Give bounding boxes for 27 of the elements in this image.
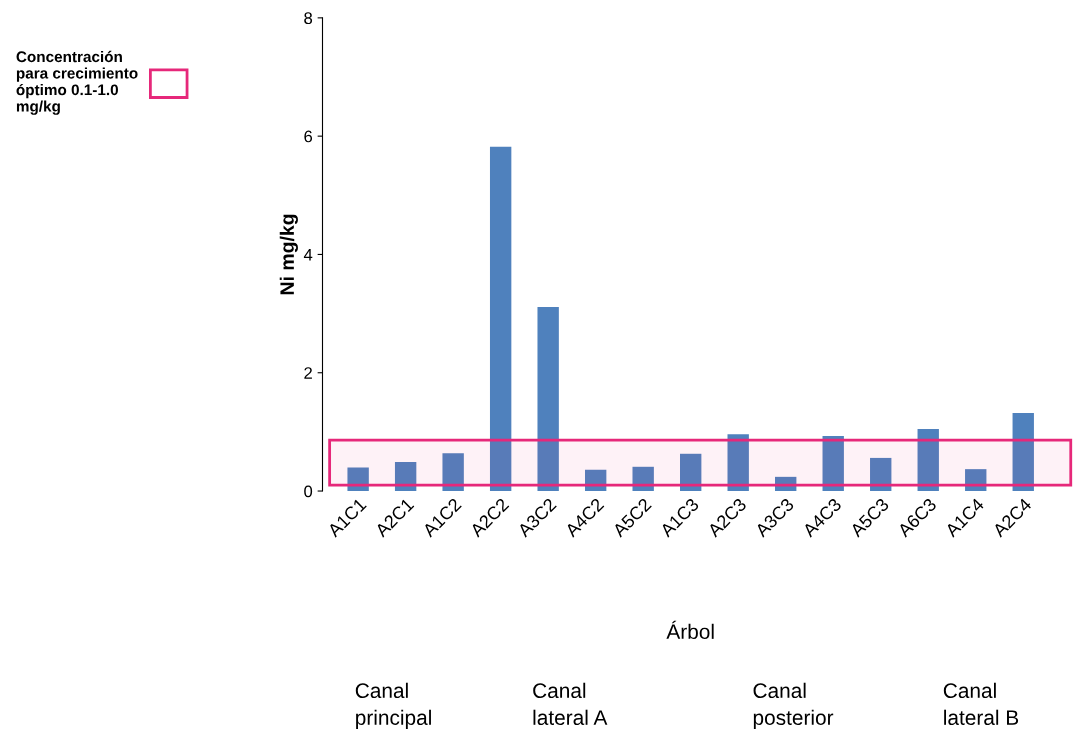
bar <box>727 434 749 492</box>
bar <box>775 476 797 492</box>
bar <box>965 469 987 492</box>
bar <box>347 467 369 492</box>
y-tick-label: 4 <box>303 249 313 261</box>
y-tick-label: 2 <box>304 367 312 379</box>
bar <box>822 436 844 492</box>
text: Canal lateral A <box>533 682 608 725</box>
text: Canal principal <box>355 682 431 730</box>
bar <box>870 457 892 492</box>
bar <box>917 428 939 492</box>
bar <box>394 462 417 492</box>
x-axis-title: Árbol <box>666 620 714 640</box>
bar <box>1012 412 1034 492</box>
y-axis-title: Ni mg/kg <box>279 214 298 295</box>
y-tick-label: 6 <box>304 130 313 143</box>
bar <box>537 307 559 492</box>
bar <box>489 146 512 492</box>
bar <box>632 466 654 492</box>
text: Canal lateral B <box>943 682 1019 725</box>
bar <box>584 469 607 492</box>
y-tick-label: 8 <box>304 12 313 25</box>
text: Canal posterior <box>753 682 834 730</box>
y-tick-label: 0 <box>304 485 313 498</box>
bar <box>680 453 702 492</box>
legend-label: Concentración para crecimiento óptimo 0.1-1.0 mg/kg <box>16 50 138 115</box>
bar <box>442 453 464 492</box>
